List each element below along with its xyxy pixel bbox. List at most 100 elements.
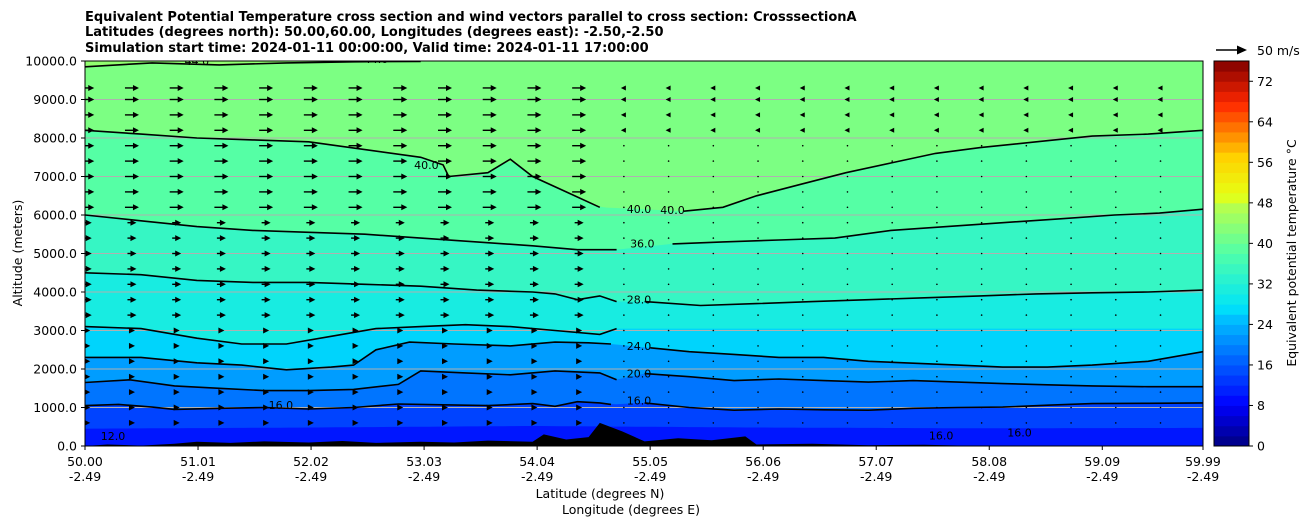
wind-arrowhead	[263, 373, 270, 380]
wind-dot	[1159, 298, 1162, 301]
wind-dot	[757, 160, 759, 162]
wind-dot	[757, 298, 759, 301]
wind-arrowhead	[1157, 127, 1163, 133]
colorbar-segment	[1214, 334, 1249, 346]
wind-arrowhead	[445, 96, 452, 103]
wind-dot	[801, 268, 804, 270]
wind-arrowhead	[445, 111, 452, 118]
wind-dot	[891, 160, 893, 162]
wind-dot	[1025, 314, 1028, 316]
wind-dot	[936, 191, 938, 193]
wind-arrowhead	[488, 296, 495, 303]
wind-arrowhead	[532, 296, 539, 303]
y-tick-label: 1000.0	[33, 400, 77, 415]
wind-dot	[1159, 160, 1162, 162]
wind-arrowhead	[490, 111, 497, 118]
wind-dot	[667, 298, 670, 301]
wind-arrowhead	[488, 312, 495, 319]
colorbar-tick-label: 72	[1257, 74, 1273, 89]
wind-arrowhead	[755, 127, 761, 133]
wind-arrowhead	[532, 312, 539, 319]
wind-dot	[712, 422, 715, 424]
x-tick-label-latitude: 55.05	[632, 454, 668, 469]
x-tick-label-longitude: -2.49	[69, 469, 101, 484]
wind-arrowhead	[577, 235, 584, 242]
wind-arrowhead	[799, 127, 805, 133]
colorbar-tick-label: 32	[1257, 276, 1273, 291]
wind-dot	[1114, 422, 1117, 424]
wind-dot	[1159, 329, 1162, 332]
wind-dot	[667, 206, 670, 209]
wind-dot	[1070, 221, 1072, 224]
wind-dot	[801, 406, 804, 409]
wind-arrowhead	[397, 373, 404, 380]
wind-arrowhead	[535, 111, 542, 118]
wind-arrowhead	[311, 204, 318, 211]
wind-dot	[801, 329, 804, 332]
wind-arrowhead	[576, 419, 583, 426]
x-axis: 50.00-2.4951.01-2.4952.02-2.4953.03-2.49…	[67, 446, 1221, 484]
wind-dot	[801, 206, 804, 209]
wind-dot	[1070, 360, 1072, 363]
wind-dot	[846, 144, 849, 147]
wind-dot	[712, 175, 715, 178]
wind-arrowhead	[352, 327, 359, 334]
wind-dot	[891, 268, 893, 270]
wind-arrowhead	[580, 204, 587, 211]
wind-dot	[891, 191, 893, 193]
wind-arrowhead	[88, 127, 95, 134]
colorbar-segment	[1214, 354, 1249, 366]
wind-arrowhead	[263, 327, 270, 334]
wind-arrowhead	[222, 127, 229, 134]
wind-dot	[623, 345, 625, 347]
wind-arrowhead	[311, 188, 318, 195]
x-tick-label-latitude: 58.08	[971, 454, 1007, 469]
wind-dot	[757, 144, 759, 147]
wind-dot	[1159, 314, 1162, 316]
wind-dot	[846, 268, 849, 270]
wind-dot	[980, 283, 983, 286]
wind-dot	[891, 283, 893, 286]
wind-arrowhead	[130, 219, 137, 226]
colorbar-segment	[1214, 435, 1249, 447]
wind-dot	[980, 329, 983, 332]
wind-arrowhead	[1023, 127, 1029, 133]
wind-dot	[1025, 391, 1028, 393]
wind-arrowhead	[577, 296, 584, 303]
wind-dot	[1159, 252, 1162, 255]
wind-dot	[712, 298, 715, 301]
wind-dot	[1159, 144, 1162, 147]
wind-dot	[936, 406, 938, 409]
wind-dot	[1025, 191, 1028, 193]
wind-dot	[667, 144, 670, 147]
colorbar-segment	[1214, 142, 1249, 153]
wind-arrowhead	[173, 389, 180, 396]
wind-dot	[623, 206, 625, 209]
x-tick-label-longitude: -2.49	[747, 469, 779, 484]
wind-dot	[936, 268, 938, 270]
contour-24	[650, 347, 1203, 368]
wind-arrowhead	[401, 84, 408, 91]
colorbar-segment	[1214, 121, 1249, 133]
wind-arrowhead	[397, 419, 404, 426]
wind-arrowhead	[1068, 112, 1074, 118]
wind-dot	[757, 329, 759, 332]
colorbar-segment	[1214, 61, 1249, 72]
wind-arrowhead	[132, 127, 139, 134]
wind-dot	[757, 221, 759, 224]
wind-arrowhead	[710, 97, 716, 102]
wind-arrowhead	[222, 142, 229, 149]
colorbar-segment	[1214, 243, 1249, 254]
wind-dot	[1025, 175, 1028, 178]
wind-dot	[712, 206, 715, 209]
wind-dot	[1114, 360, 1117, 363]
wind-arrowhead	[488, 219, 495, 226]
wind-arrowhead	[397, 342, 404, 349]
wind-dot	[623, 391, 625, 393]
wind-dot	[936, 283, 938, 286]
wind-dot	[936, 175, 938, 178]
wind-arrowhead	[175, 250, 182, 257]
wind-dot	[891, 329, 893, 332]
wind-dot	[1159, 391, 1162, 393]
wind-dot	[712, 345, 715, 347]
